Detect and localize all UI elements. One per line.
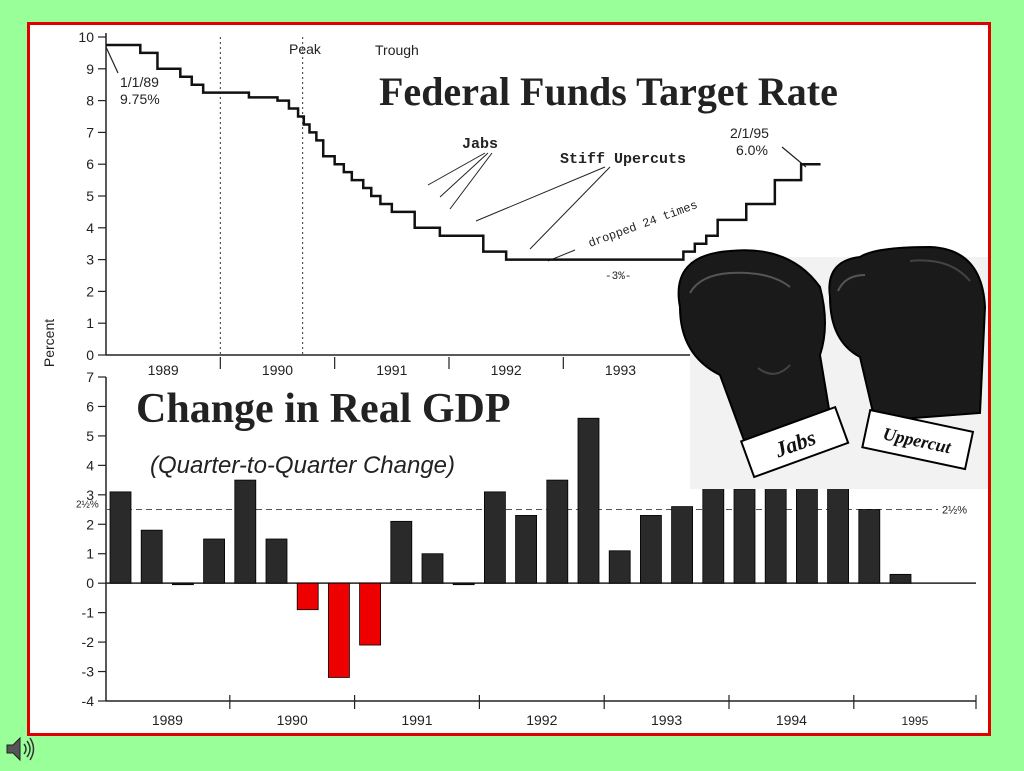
gdp-y-tick-label: 0 [86, 575, 94, 591]
right-glove: Uppercut [828, 245, 987, 471]
gdp-bar [203, 538, 226, 584]
fed-y-tick-label: 9 [86, 61, 94, 77]
fed-y-tick-label: 8 [86, 93, 94, 109]
gdp-bar [140, 529, 163, 584]
gdp-bar [265, 538, 288, 584]
start-date-label: 1/1/89 [120, 74, 159, 90]
gdp-y-tick-label: 5 [86, 428, 94, 444]
gdp-x-tick-label: 1992 [526, 712, 557, 728]
gdp-bar [577, 417, 600, 584]
fed-y-tick-label: 10 [78, 29, 94, 45]
gdp-bar [889, 573, 912, 584]
upercut-pointer-1 [475, 166, 606, 222]
jabs-pointer-2 [439, 152, 489, 198]
gdp-y-tick-label: 2 [86, 516, 94, 532]
fed-y-tick-label: 1 [86, 315, 94, 331]
gdp-y-tick-label: -1 [82, 605, 95, 621]
fed-x-tick-label: 1989 [148, 362, 179, 378]
gdp-subtitle: (Quarter-to-Quarter Change) [150, 452, 455, 479]
fed-x-tick-label: 1993 [605, 362, 636, 378]
fed-rate-line [106, 43, 821, 261]
gdp-bar [483, 491, 506, 584]
gdp-y-tick-label: -3 [82, 664, 95, 680]
gdp-bar [858, 509, 881, 584]
fed-y-tick-label: 5 [86, 188, 94, 204]
left-glove: Jabs [677, 249, 850, 479]
jabs-annotation: Jabs [462, 136, 498, 153]
gdp-x-tick-label: 1990 [277, 712, 308, 728]
fed-funds-series [106, 43, 821, 261]
gdp-x-tick-label: 1991 [401, 712, 432, 728]
chart-canvas: Federal Funds Target Rate Percent 0 1 2 3 4 5… [41, 29, 988, 728]
gdp-bar [327, 582, 350, 678]
jabs-pointer-3 [449, 152, 493, 210]
gdp-x-tick-label: 1989 [152, 712, 183, 728]
slide-frame: Federal Funds Target Rate Percent 0 1 2 3 4 5… [27, 22, 991, 736]
gdp-bar [515, 515, 538, 584]
gdp-reference-left-label: 2½% [76, 500, 99, 511]
gdp-reference-right-label: 2½% [942, 505, 967, 517]
fed-y-tick-label: 7 [86, 124, 94, 140]
end-date-label: 2/1/95 [730, 125, 769, 141]
gdp-bar [733, 488, 756, 584]
end-value-label: 6.0% [736, 142, 768, 158]
gdp-x-tick-label: 1994 [776, 712, 807, 728]
gdp-bar [390, 520, 413, 584]
fed-y-tick-label: 2 [86, 283, 94, 299]
fed-y-tick-label: 0 [86, 347, 94, 363]
gdp-bar [171, 582, 194, 586]
fed-funds-title: Federal Funds Target Rate [379, 69, 838, 114]
gdp-bar [671, 506, 693, 584]
fed-x-tick-label: 1991 [376, 362, 407, 378]
low-rate-label: -3%- [605, 271, 631, 283]
start-arrow [105, 46, 119, 74]
fed-x-tick-label: 1990 [262, 362, 293, 378]
fed-y-tick-label: 6 [86, 156, 94, 172]
gdp-bar [421, 553, 444, 584]
fed-x-tick-label: 1992 [491, 362, 522, 378]
speaker-icon[interactable] [2, 732, 36, 766]
speaker-glyph [6, 736, 35, 762]
gdp-bar [109, 491, 132, 584]
gdp-y-tick-label: 6 [86, 398, 94, 414]
fed-y-tick-label: 3 [86, 252, 94, 268]
gdp-bar [359, 582, 382, 646]
fed-funds-axes: 0 1 2 3 4 5 6 7 8 9 10 1989 1990 1991 1992 1993 [78, 29, 690, 378]
start-value-label: 9.75% [120, 91, 160, 107]
dropped-annotation: dropped 24 times [587, 198, 700, 251]
gdp-y-tick-label: 7 [86, 369, 94, 385]
fed-y-tick-label: 4 [86, 220, 94, 236]
gdp-x-tick-label: 1993 [651, 712, 682, 728]
gdp-bar [608, 550, 631, 584]
gdp-y-tick-label: 3 [86, 487, 94, 503]
fed-funds-ylabel: Percent [41, 319, 57, 367]
stiff-upercuts-annotation: Stiff Upercuts [560, 151, 686, 168]
gdp-x-tick-label: 1995 [902, 714, 929, 728]
gdp-bar [234, 479, 257, 584]
upercut-pointer-2 [529, 166, 611, 250]
boxing-gloves-graphic: Jabs Uppercut [677, 245, 988, 489]
gdp-bar [296, 582, 319, 611]
gdp-y-tick-label: 1 [86, 546, 94, 562]
gdp-bar [452, 582, 475, 586]
gdp-bar [546, 479, 569, 584]
peak-label: Peak [289, 41, 322, 57]
gdp-bar [640, 515, 662, 584]
gdp-y-tick-label: 4 [86, 457, 94, 473]
gdp-chart: -4 -3 -2 -1 0 1 2 3 4 5 6 7 1989 1990 1991 1992 1993 1994… [76, 369, 977, 728]
trough-label: Trough [375, 42, 419, 58]
gdp-bars [109, 400, 912, 678]
gdp-y-tick-label: -2 [82, 634, 95, 650]
gdp-title: Change in Real GDP [136, 386, 511, 432]
jabs-pointer-1 [427, 152, 486, 186]
gdp-y-tick-label: -4 [82, 693, 95, 709]
